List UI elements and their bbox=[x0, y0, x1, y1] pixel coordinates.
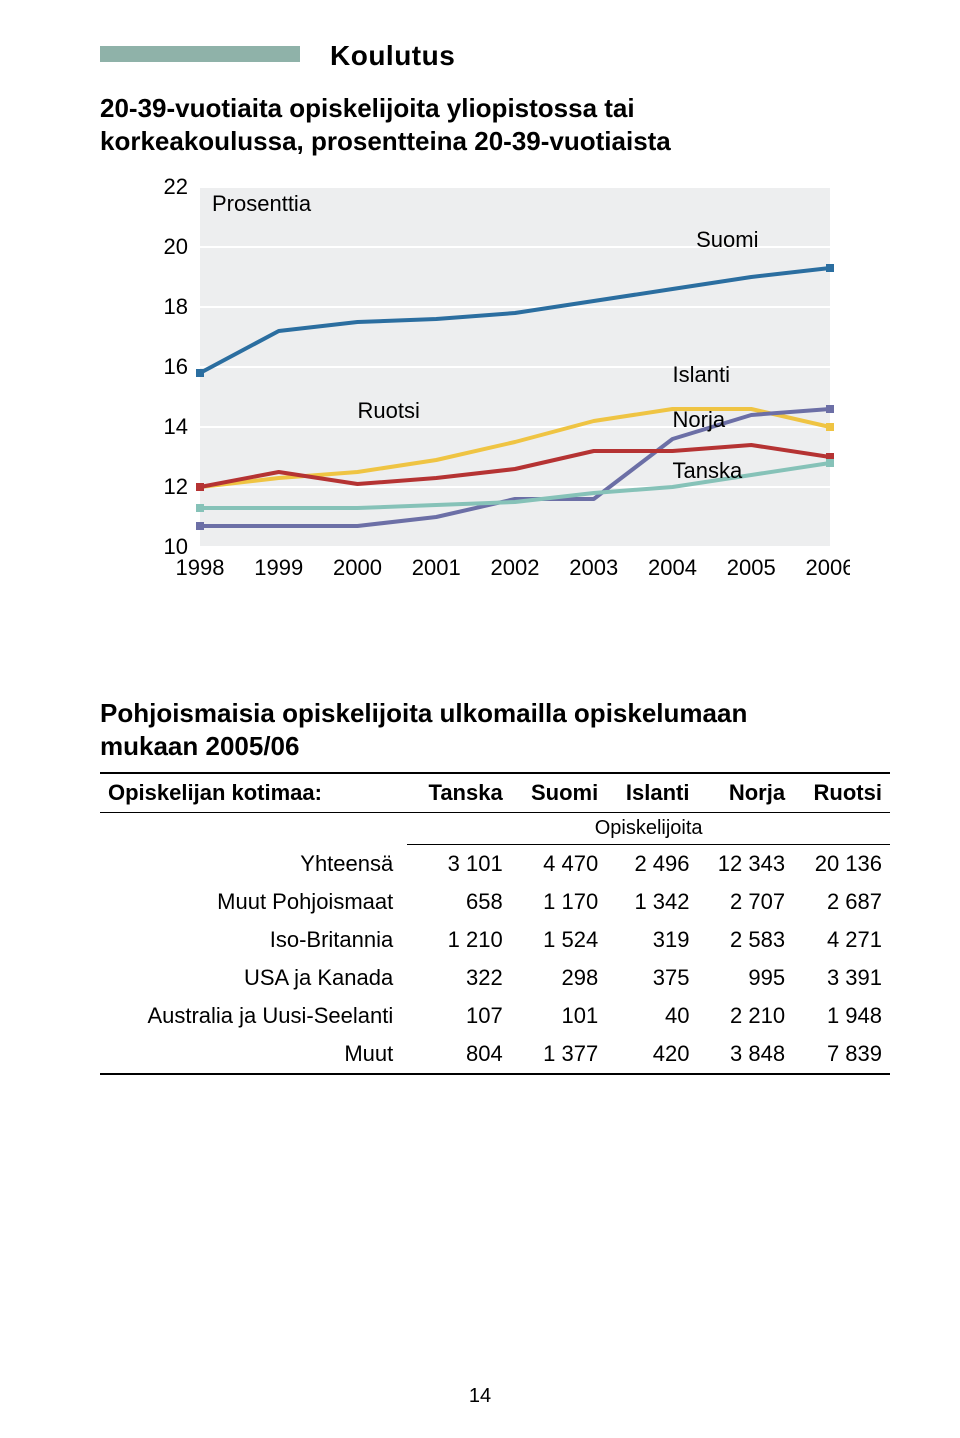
chart-title-line1: 20-39-vuotiaita opiskelijoita yliopistos… bbox=[100, 93, 635, 123]
svg-text:Prosenttia: Prosenttia bbox=[212, 191, 312, 216]
table-row-header: Opiskelijan kotimaa: bbox=[100, 773, 407, 813]
table-row-label: Muut Pohjoismaat bbox=[100, 883, 407, 921]
table-cell: 1 377 bbox=[511, 1035, 607, 1074]
table-row-label: Yhteensä bbox=[100, 845, 407, 884]
table-title-line2: mukaan 2005/06 bbox=[100, 731, 299, 761]
table-title: Pohjoismaisia opiskelijoita ulkomailla o… bbox=[100, 697, 890, 762]
table-cell: 4 271 bbox=[793, 921, 890, 959]
table-cell: 2 496 bbox=[606, 845, 697, 884]
table-cell: 40 bbox=[606, 997, 697, 1035]
accent-bar bbox=[100, 46, 300, 62]
table-cell: 995 bbox=[698, 959, 794, 997]
svg-text:1998: 1998 bbox=[176, 555, 225, 580]
table-cell: 1 342 bbox=[606, 883, 697, 921]
svg-text:Islanti: Islanti bbox=[673, 362, 730, 387]
chart-title-line2: korkeakoulussa, prosentteina 20-39-vuoti… bbox=[100, 126, 671, 156]
svg-text:16: 16 bbox=[164, 354, 188, 379]
table-cell: 3 391 bbox=[793, 959, 890, 997]
table-cell: 2 707 bbox=[698, 883, 794, 921]
table-cell: 375 bbox=[606, 959, 697, 997]
section-title: Koulutus bbox=[330, 40, 455, 72]
table-cell: 3 848 bbox=[698, 1035, 794, 1074]
table-col-1: Suomi bbox=[511, 773, 607, 813]
svg-text:2006: 2006 bbox=[806, 555, 850, 580]
svg-text:2001: 2001 bbox=[412, 555, 461, 580]
chart-title: 20-39-vuotiaita opiskelijoita yliopistos… bbox=[100, 92, 890, 157]
svg-text:22: 22 bbox=[164, 177, 188, 199]
svg-text:2002: 2002 bbox=[491, 555, 540, 580]
svg-text:20: 20 bbox=[164, 234, 188, 259]
table-cell: 3 101 bbox=[407, 845, 510, 884]
table-cell: 101 bbox=[511, 997, 607, 1035]
table-row: Australia ja Uusi-Seelanti107101402 2101… bbox=[100, 997, 890, 1035]
table-cell: 420 bbox=[606, 1035, 697, 1074]
svg-text:Ruotsi: Ruotsi bbox=[358, 398, 420, 423]
table-cell: 658 bbox=[407, 883, 510, 921]
svg-text:2003: 2003 bbox=[569, 555, 618, 580]
table-row: Muut8041 3774203 8487 839 bbox=[100, 1035, 890, 1074]
table-cell: 1 210 bbox=[407, 921, 510, 959]
table-row-label: Iso-Britannia bbox=[100, 921, 407, 959]
table-row-label: Muut bbox=[100, 1035, 407, 1074]
table-cell: 2 687 bbox=[793, 883, 890, 921]
table-cell: 1 948 bbox=[793, 997, 890, 1035]
table-row-label: Australia ja Uusi-Seelanti bbox=[100, 997, 407, 1035]
table-cell: 1 170 bbox=[511, 883, 607, 921]
table-subheader: Opiskelijoita bbox=[407, 813, 890, 845]
line-chart: 10121416182022Prosenttia1998199920002001… bbox=[130, 177, 850, 597]
svg-text:2005: 2005 bbox=[727, 555, 776, 580]
table-row: USA ja Kanada3222983759953 391 bbox=[100, 959, 890, 997]
table-cell: 319 bbox=[606, 921, 697, 959]
students-table: Opiskelijan kotimaa: Tanska Suomi Islant… bbox=[100, 772, 890, 1075]
svg-text:2004: 2004 bbox=[648, 555, 697, 580]
table-col-0: Tanska bbox=[407, 773, 510, 813]
table-cell: 2 583 bbox=[698, 921, 794, 959]
table-row: Yhteensä3 1014 4702 49612 34320 136 bbox=[100, 845, 890, 884]
table-cell: 20 136 bbox=[793, 845, 890, 884]
svg-text:1999: 1999 bbox=[254, 555, 303, 580]
table-cell: 7 839 bbox=[793, 1035, 890, 1074]
svg-text:Tanska: Tanska bbox=[673, 458, 743, 483]
table-row-label: USA ja Kanada bbox=[100, 959, 407, 997]
table-cell: 4 470 bbox=[511, 845, 607, 884]
table-cell: 107 bbox=[407, 997, 510, 1035]
table-row: Iso-Britannia1 2101 5243192 5834 271 bbox=[100, 921, 890, 959]
table-col-2: Islanti bbox=[606, 773, 697, 813]
svg-text:Norja: Norja bbox=[673, 407, 726, 432]
table-cell: 1 524 bbox=[511, 921, 607, 959]
svg-text:14: 14 bbox=[164, 414, 188, 439]
table-cell: 804 bbox=[407, 1035, 510, 1074]
table-cell: 12 343 bbox=[698, 845, 794, 884]
table-col-4: Ruotsi bbox=[793, 773, 890, 813]
page-number: 14 bbox=[0, 1385, 960, 1408]
table-row: Muut Pohjoismaat6581 1701 3422 7072 687 bbox=[100, 883, 890, 921]
svg-text:12: 12 bbox=[164, 474, 188, 499]
table-col-3: Norja bbox=[698, 773, 794, 813]
table-title-line1: Pohjoismaisia opiskelijoita ulkomailla o… bbox=[100, 698, 747, 728]
table-cell: 298 bbox=[511, 959, 607, 997]
svg-text:18: 18 bbox=[164, 294, 188, 319]
svg-text:2000: 2000 bbox=[333, 555, 382, 580]
svg-text:Suomi: Suomi bbox=[696, 227, 758, 252]
table-cell: 322 bbox=[407, 959, 510, 997]
table-cell: 2 210 bbox=[698, 997, 794, 1035]
